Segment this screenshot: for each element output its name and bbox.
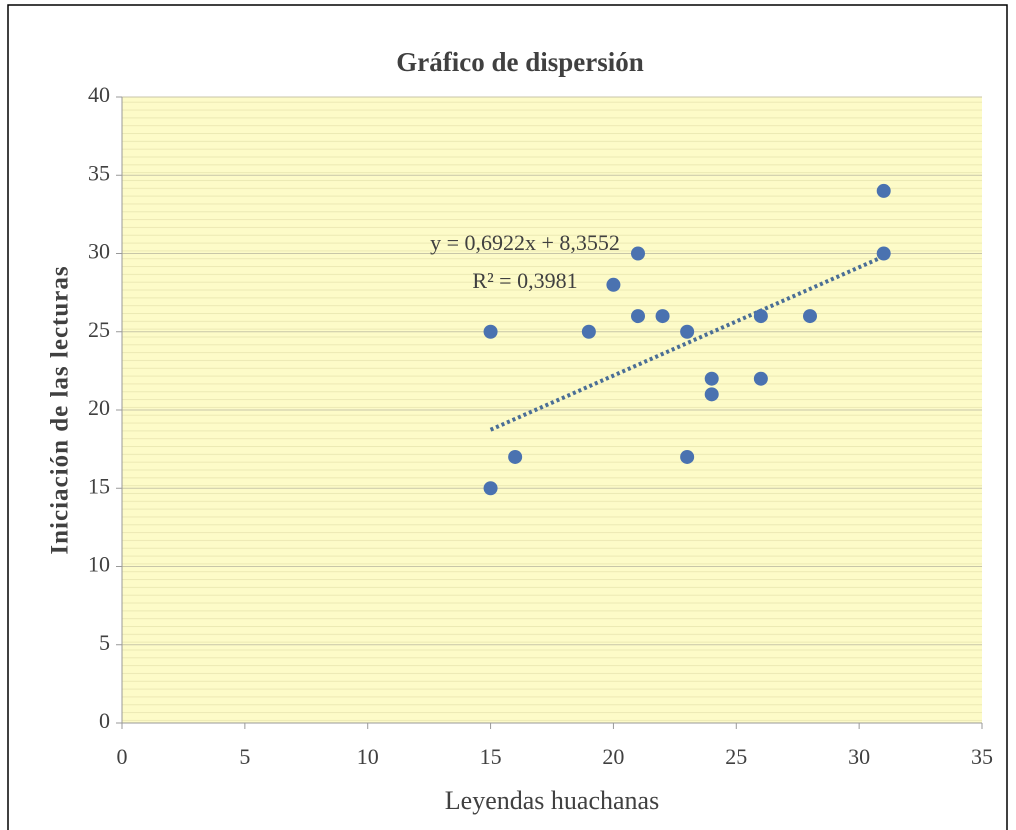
trendline-r2: R² = 0,3981: [472, 268, 577, 293]
point: [680, 324, 695, 339]
point: [631, 246, 645, 261]
y-axis-label: Iniciación de las lecturas: [47, 265, 74, 554]
point: [876, 246, 891, 261]
y-tick-label: 15: [88, 473, 110, 498]
point: [655, 309, 670, 324]
point: [606, 277, 621, 292]
point: [753, 309, 768, 324]
x-tick-label: 25: [725, 744, 747, 769]
point: [581, 324, 596, 339]
point: [483, 481, 498, 496]
point: [631, 309, 645, 324]
x-tick-label: 10: [357, 744, 379, 769]
point: [508, 449, 523, 464]
y-tick-label: 10: [88, 552, 110, 577]
x-tick-label: 20: [602, 744, 624, 769]
x-tick-label: 5: [239, 744, 250, 769]
point: [876, 183, 891, 198]
x-axis-label: Leyendas huachanas: [445, 786, 659, 815]
y-tick-label: 25: [88, 317, 110, 342]
x-tick-label: 15: [480, 744, 502, 769]
y-tick-label: 5: [99, 630, 110, 655]
point: [704, 371, 719, 386]
trendline-equation: y = 0,6922x + 8,3552: [430, 230, 620, 255]
y-tick-label: 20: [88, 395, 110, 420]
point: [483, 324, 498, 339]
x-tick-label: 30: [848, 744, 870, 769]
chart-title: Gráfico de dispersión: [396, 47, 644, 77]
y-tick-label: 35: [88, 160, 110, 185]
point: [753, 371, 768, 386]
point: [680, 449, 695, 464]
point: [803, 309, 817, 324]
y-tick-label: 30: [88, 239, 110, 264]
y-tick-label: 0: [99, 708, 110, 733]
x-tick-label: 35: [971, 744, 993, 769]
x-tick-label: 0: [117, 744, 128, 769]
y-tick-label: 40: [88, 82, 110, 107]
point: [704, 387, 719, 402]
